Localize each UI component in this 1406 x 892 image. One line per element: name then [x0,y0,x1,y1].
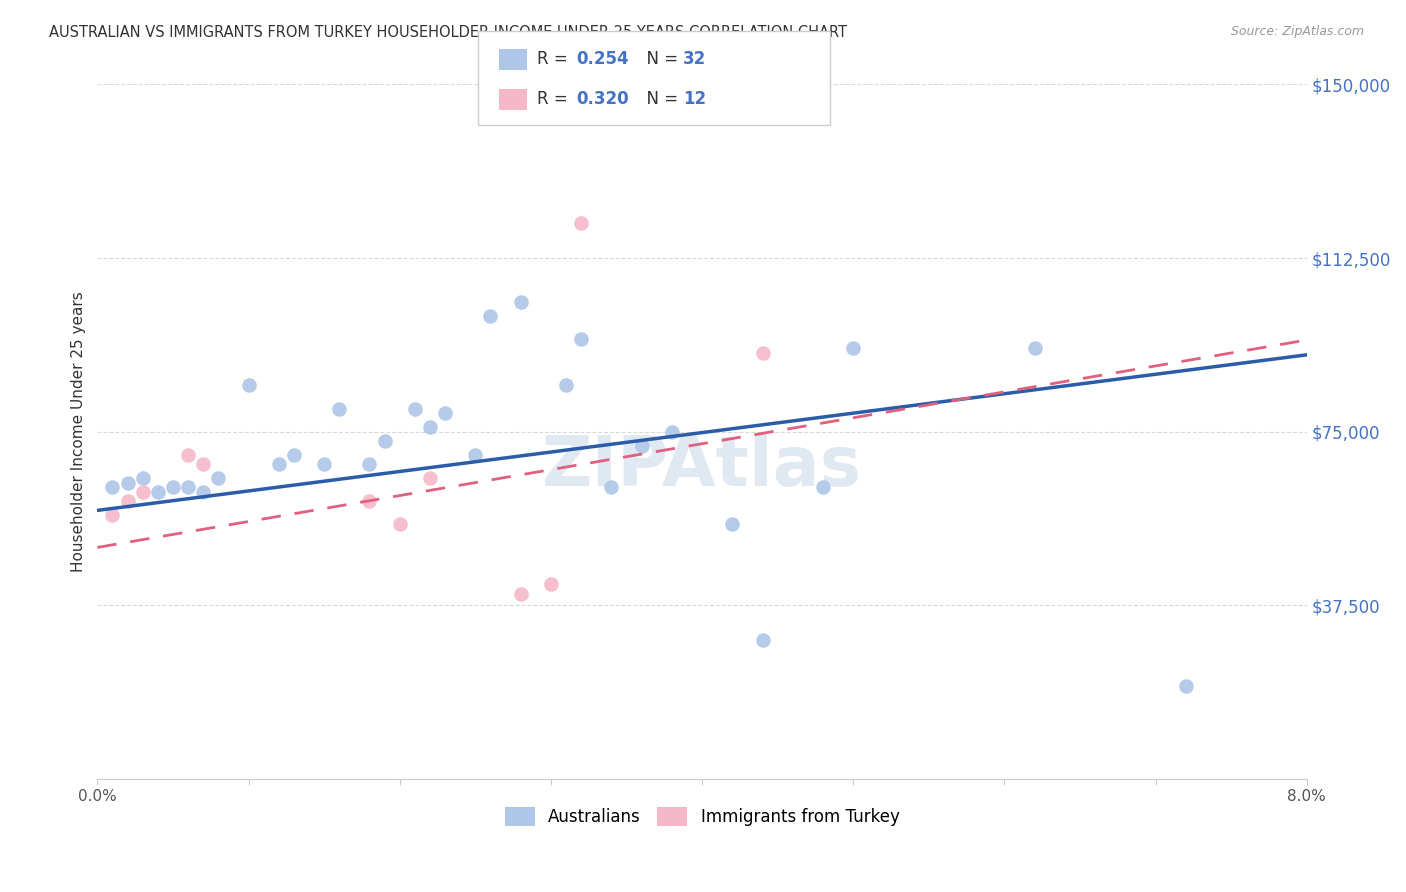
Point [131,484,153,499]
Point [479,309,502,323]
Point [509,295,531,310]
Point [177,448,200,462]
Text: N =: N = [636,90,683,108]
Point [177,480,200,494]
Point [117,475,139,490]
Point [101,480,124,494]
Text: Source: ZipAtlas.com: Source: ZipAtlas.com [1230,25,1364,38]
Point [434,406,457,420]
Point [555,378,578,392]
Y-axis label: Householder Income Under 25 years: Householder Income Under 25 years [72,292,86,572]
Point [811,480,834,494]
Point [314,457,336,471]
Legend: Australians, Immigrants from Turkey: Australians, Immigrants from Turkey [498,800,907,833]
Point [117,494,139,508]
Point [661,425,683,439]
Point [193,457,215,471]
Point [374,434,396,448]
Point [751,633,773,648]
Point [1024,342,1046,356]
Point [600,480,623,494]
Point [388,517,411,532]
Text: R =: R = [537,51,574,69]
Point [540,577,562,591]
Point [359,494,381,508]
Point [359,457,381,471]
Point [569,216,592,230]
Point [131,471,153,485]
Text: AUSTRALIAN VS IMMIGRANTS FROM TURKEY HOUSEHOLDER INCOME UNDER 25 YEARS CORRELATI: AUSTRALIAN VS IMMIGRANTS FROM TURKEY HOU… [49,25,848,40]
Point [419,471,441,485]
Point [207,471,229,485]
Point [569,332,592,346]
Text: N =: N = [636,51,683,69]
Text: R =: R = [537,90,574,108]
Point [751,346,773,360]
Point [238,378,260,392]
Text: 0.254: 0.254 [576,51,628,69]
Point [630,439,652,453]
Text: 12: 12 [683,90,706,108]
Point [1174,679,1197,693]
Point [146,484,169,499]
Text: 32: 32 [683,51,707,69]
Point [509,587,531,601]
Text: 0.320: 0.320 [576,90,628,108]
Point [404,401,426,416]
Point [328,401,350,416]
Point [101,508,124,522]
Point [842,342,865,356]
Point [283,448,305,462]
Point [419,420,441,434]
Point [267,457,290,471]
Point [721,517,744,532]
Text: ZIPAtlas: ZIPAtlas [541,433,862,500]
Point [162,480,184,494]
Point [464,448,486,462]
Point [193,484,215,499]
